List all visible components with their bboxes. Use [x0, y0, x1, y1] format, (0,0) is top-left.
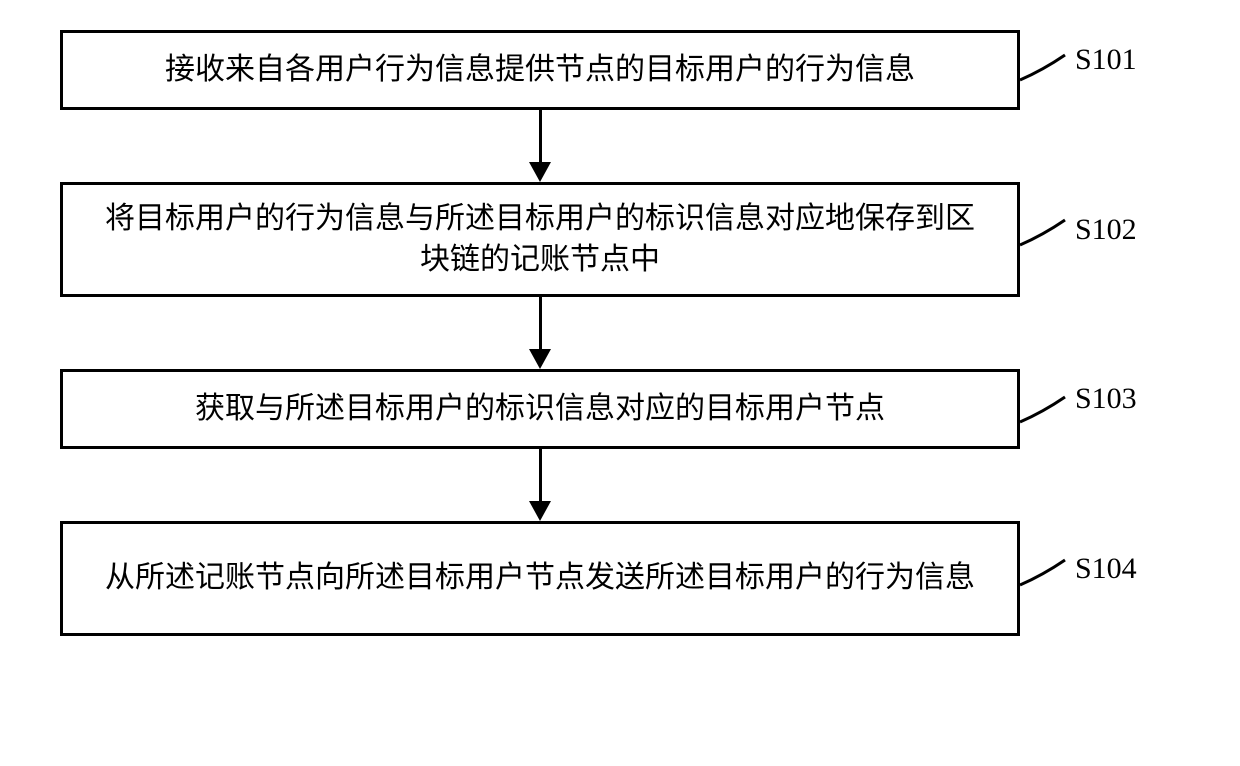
step-box-S104: 从所述记账节点向所述目标用户节点发送所述目标用户的行为信息 [60, 521, 1020, 636]
step-label-S104: S104 [1075, 551, 1137, 585]
flowchart-container: 接收来自各用户行为信息提供节点的目标用户的行为信息 S101 将目标用户的行为信息与… [60, 30, 1180, 636]
step-text: 获取与所述目标用户的标识信息对应的目标用户节点 [195, 389, 885, 430]
step-row-S102: 将目标用户的行为信息与所述目标用户的标识信息对应地保存到区块链的记账节点中 S10… [60, 182, 1180, 297]
step-label-S103: S103 [1075, 382, 1137, 416]
arrow-head-icon [529, 162, 551, 182]
step-label-S102: S102 [1075, 212, 1137, 246]
arrow-line-icon [539, 297, 542, 349]
connector-S101-to-S102 [60, 110, 1020, 182]
arrow-line-icon [539, 449, 542, 501]
step-row-S104: 从所述记账节点向所述目标用户节点发送所述目标用户的行为信息 S104 [60, 521, 1180, 636]
step-text: 接收来自各用户行为信息提供节点的目标用户的行为信息 [165, 50, 915, 91]
step-row-S101: 接收来自各用户行为信息提供节点的目标用户的行为信息 S101 [60, 30, 1180, 110]
step-text: 将目标用户的行为信息与所述目标用户的标识信息对应地保存到区块链的记账节点中 [93, 199, 987, 280]
step-box-S103: 获取与所述目标用户的标识信息对应的目标用户节点 [60, 369, 1020, 449]
step-text: 从所述记账节点向所述目标用户节点发送所述目标用户的行为信息 [105, 558, 975, 599]
step-row-S103: 获取与所述目标用户的标识信息对应的目标用户节点 S103 [60, 369, 1180, 449]
connector-S102-to-S103 [60, 297, 1020, 369]
step-box-S101: 接收来自各用户行为信息提供节点的目标用户的行为信息 [60, 30, 1020, 110]
connector-S103-to-S104 [60, 449, 1020, 521]
arrow-line-icon [539, 110, 542, 162]
step-box-S102: 将目标用户的行为信息与所述目标用户的标识信息对应地保存到区块链的记账节点中 [60, 182, 1020, 297]
step-label-S101: S101 [1075, 43, 1137, 77]
arrow-head-icon [529, 349, 551, 369]
arrow-head-icon [529, 501, 551, 521]
